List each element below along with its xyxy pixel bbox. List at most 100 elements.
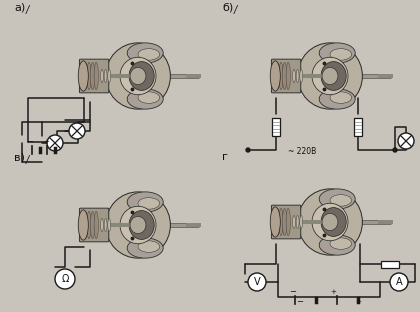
Ellipse shape xyxy=(330,92,352,103)
Ellipse shape xyxy=(272,208,276,236)
Ellipse shape xyxy=(286,208,290,236)
Text: −: − xyxy=(289,287,297,296)
Ellipse shape xyxy=(87,62,91,90)
Ellipse shape xyxy=(283,208,287,236)
Ellipse shape xyxy=(138,92,160,103)
Circle shape xyxy=(248,273,266,291)
Ellipse shape xyxy=(83,62,88,90)
FancyBboxPatch shape xyxy=(271,59,301,93)
Text: −: − xyxy=(26,137,34,146)
Ellipse shape xyxy=(321,207,346,236)
Ellipse shape xyxy=(312,203,348,241)
Text: /: / xyxy=(26,155,29,165)
Ellipse shape xyxy=(272,62,276,90)
Ellipse shape xyxy=(293,216,295,228)
Ellipse shape xyxy=(129,61,154,90)
Ellipse shape xyxy=(100,218,103,232)
Bar xyxy=(381,261,399,267)
Ellipse shape xyxy=(330,49,352,60)
Ellipse shape xyxy=(108,218,110,232)
Ellipse shape xyxy=(312,57,348,95)
Ellipse shape xyxy=(322,67,338,85)
Bar xyxy=(272,118,280,136)
Circle shape xyxy=(398,133,414,149)
Ellipse shape xyxy=(90,62,95,90)
Ellipse shape xyxy=(300,216,303,228)
Ellipse shape xyxy=(298,43,362,109)
Ellipse shape xyxy=(296,70,299,82)
Text: +: + xyxy=(355,299,361,305)
Bar xyxy=(354,118,362,136)
Ellipse shape xyxy=(279,62,283,90)
Ellipse shape xyxy=(130,67,146,85)
Text: а): а) xyxy=(14,2,25,12)
Ellipse shape xyxy=(138,49,160,60)
Ellipse shape xyxy=(293,70,295,82)
Ellipse shape xyxy=(105,192,171,258)
Ellipse shape xyxy=(319,43,355,63)
Ellipse shape xyxy=(319,189,355,209)
Text: б): б) xyxy=(222,2,233,12)
Ellipse shape xyxy=(330,195,352,206)
Text: ~ 220B: ~ 220B xyxy=(288,147,316,156)
Text: /: / xyxy=(234,5,237,15)
Ellipse shape xyxy=(108,70,110,82)
Circle shape xyxy=(47,135,63,151)
Ellipse shape xyxy=(300,70,303,82)
Circle shape xyxy=(246,148,250,152)
Ellipse shape xyxy=(94,62,98,90)
Ellipse shape xyxy=(129,211,154,239)
Ellipse shape xyxy=(270,207,280,237)
Ellipse shape xyxy=(120,57,156,95)
Circle shape xyxy=(55,269,75,289)
Ellipse shape xyxy=(296,216,299,228)
Ellipse shape xyxy=(279,208,283,236)
Ellipse shape xyxy=(270,61,280,91)
Ellipse shape xyxy=(298,189,362,255)
Ellipse shape xyxy=(330,238,352,249)
Text: Ω: Ω xyxy=(61,274,69,284)
Text: +: + xyxy=(43,139,49,145)
Ellipse shape xyxy=(78,210,88,240)
Ellipse shape xyxy=(275,208,280,236)
Ellipse shape xyxy=(127,89,163,109)
Text: /: / xyxy=(26,5,29,15)
Ellipse shape xyxy=(130,216,146,234)
Ellipse shape xyxy=(283,62,287,90)
Text: г: г xyxy=(222,152,228,162)
Ellipse shape xyxy=(321,61,346,90)
Circle shape xyxy=(390,273,408,291)
Ellipse shape xyxy=(100,70,103,82)
Ellipse shape xyxy=(286,62,290,90)
Ellipse shape xyxy=(104,218,107,232)
Ellipse shape xyxy=(127,43,163,63)
Text: A: A xyxy=(396,277,402,287)
Ellipse shape xyxy=(319,89,355,109)
Ellipse shape xyxy=(120,206,156,244)
Text: V: V xyxy=(254,277,260,287)
Ellipse shape xyxy=(275,62,280,90)
Text: в): в) xyxy=(14,152,25,162)
Circle shape xyxy=(393,148,397,152)
Ellipse shape xyxy=(80,211,84,239)
Text: −: − xyxy=(297,297,304,306)
Ellipse shape xyxy=(319,235,355,255)
Ellipse shape xyxy=(127,192,163,212)
Ellipse shape xyxy=(138,197,160,209)
Ellipse shape xyxy=(80,62,84,90)
Ellipse shape xyxy=(127,238,163,258)
Ellipse shape xyxy=(322,213,338,231)
Ellipse shape xyxy=(78,61,88,91)
Ellipse shape xyxy=(105,43,171,109)
FancyBboxPatch shape xyxy=(79,208,109,242)
Ellipse shape xyxy=(94,211,98,239)
Ellipse shape xyxy=(83,211,88,239)
Circle shape xyxy=(69,123,85,139)
FancyBboxPatch shape xyxy=(79,59,109,93)
Ellipse shape xyxy=(138,241,160,252)
Text: +: + xyxy=(331,290,336,295)
Ellipse shape xyxy=(90,211,95,239)
FancyBboxPatch shape xyxy=(271,205,301,239)
Ellipse shape xyxy=(87,211,91,239)
Ellipse shape xyxy=(104,70,107,82)
